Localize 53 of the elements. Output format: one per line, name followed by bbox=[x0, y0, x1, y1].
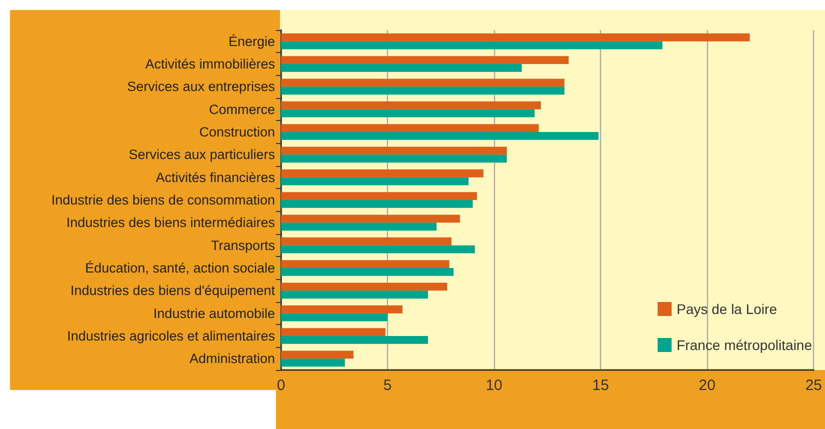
y-tick-label: Énergie bbox=[228, 34, 275, 49]
y-tick-label: Services aux entreprises bbox=[127, 79, 276, 94]
bar bbox=[281, 124, 539, 132]
bar bbox=[281, 336, 428, 344]
x-tick-label: 5 bbox=[383, 377, 392, 394]
bar bbox=[281, 350, 354, 359]
bar bbox=[281, 237, 452, 246]
x-tick-label: 15 bbox=[592, 377, 609, 394]
bar bbox=[281, 305, 402, 314]
bar bbox=[281, 290, 428, 299]
y-tick-label: Industries des biens d'équipement bbox=[70, 283, 276, 298]
x-tick-label: 20 bbox=[698, 377, 716, 394]
y-tick-label: Industries agricoles et alimentaires bbox=[67, 328, 276, 344]
bar bbox=[281, 282, 448, 291]
bar bbox=[281, 86, 564, 95]
y-tick-label: Industrie des biens de consommation bbox=[51, 192, 275, 208]
bar bbox=[281, 146, 507, 155]
bar bbox=[281, 245, 475, 254]
bar bbox=[281, 132, 598, 140]
bar bbox=[281, 313, 388, 322]
bar bbox=[281, 192, 478, 200]
y-tick-label: Activités financières bbox=[156, 170, 276, 185]
legend-label: France métropolitaine bbox=[676, 337, 812, 353]
bar bbox=[281, 109, 535, 118]
legend-label: Pays de la Loire bbox=[676, 301, 778, 317]
bar bbox=[281, 268, 454, 276]
y-tick-label: Industrie automobile bbox=[153, 306, 275, 321]
bar bbox=[281, 358, 345, 367]
bar bbox=[281, 328, 386, 336]
bar bbox=[281, 154, 507, 163]
bar bbox=[281, 260, 450, 268]
bar bbox=[281, 56, 569, 64]
bar bbox=[281, 177, 468, 186]
y-tick-label: Services aux particuliers bbox=[128, 147, 276, 162]
bar bbox=[281, 222, 437, 231]
y-tick-label: Transports bbox=[210, 238, 276, 253]
y-tick-label: Commerce bbox=[208, 102, 275, 117]
bar bbox=[281, 214, 460, 223]
y-tick-label: Éducation, santé, action sociale bbox=[85, 260, 275, 276]
bar bbox=[281, 41, 662, 50]
x-tick-label: 25 bbox=[805, 377, 822, 394]
y-tick-label: Construction bbox=[199, 124, 275, 140]
x-tick-label: 10 bbox=[486, 377, 502, 394]
bar bbox=[281, 101, 541, 110]
bar bbox=[281, 33, 750, 42]
bar bbox=[281, 169, 484, 178]
bar bbox=[281, 200, 473, 208]
bar bbox=[281, 78, 564, 87]
bar bbox=[281, 64, 522, 72]
y-tick-label: Administration bbox=[189, 351, 275, 366]
x-tick-label: 0 bbox=[276, 377, 286, 394]
y-tick-label: Activités immobilières bbox=[145, 56, 276, 72]
y-tick-label: Industries des biens intermédiaires bbox=[66, 215, 276, 230]
